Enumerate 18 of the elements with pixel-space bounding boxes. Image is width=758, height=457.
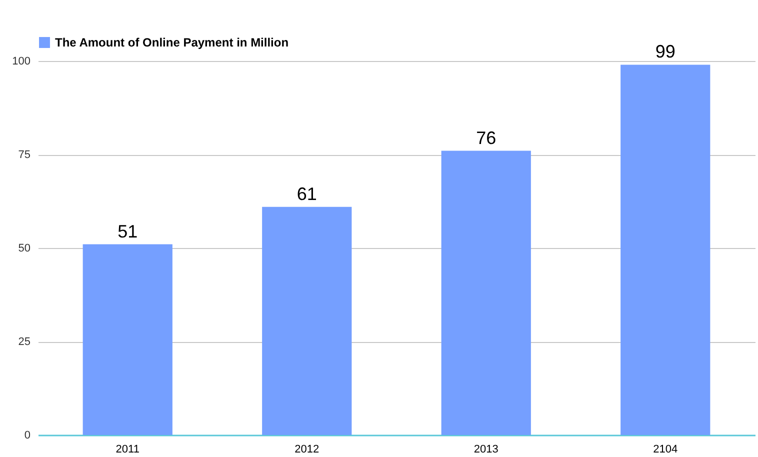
x-tick-label: 2104 bbox=[653, 444, 678, 456]
y-tick-label: 50 bbox=[18, 242, 30, 254]
bar bbox=[262, 206, 352, 435]
data-label: 76 bbox=[476, 128, 496, 148]
y-tick-label: 0 bbox=[24, 430, 30, 442]
x-tick-label: 2013 bbox=[474, 444, 498, 456]
x-tick-label: 2012 bbox=[294, 444, 320, 456]
bar bbox=[82, 244, 172, 435]
data-label: 61 bbox=[296, 184, 317, 204]
bar bbox=[620, 64, 710, 435]
data-label: 51 bbox=[118, 221, 138, 242]
y-tick-label: 25 bbox=[18, 336, 30, 348]
bar bbox=[441, 150, 531, 435]
data-label: 99 bbox=[655, 42, 676, 62]
legend-label: The Amount of Online Payment in Million bbox=[55, 36, 289, 50]
y-tick-label: 100 bbox=[12, 56, 30, 68]
x-tick-label: 2011 bbox=[116, 444, 140, 456]
y-tick-label: 75 bbox=[18, 149, 30, 161]
